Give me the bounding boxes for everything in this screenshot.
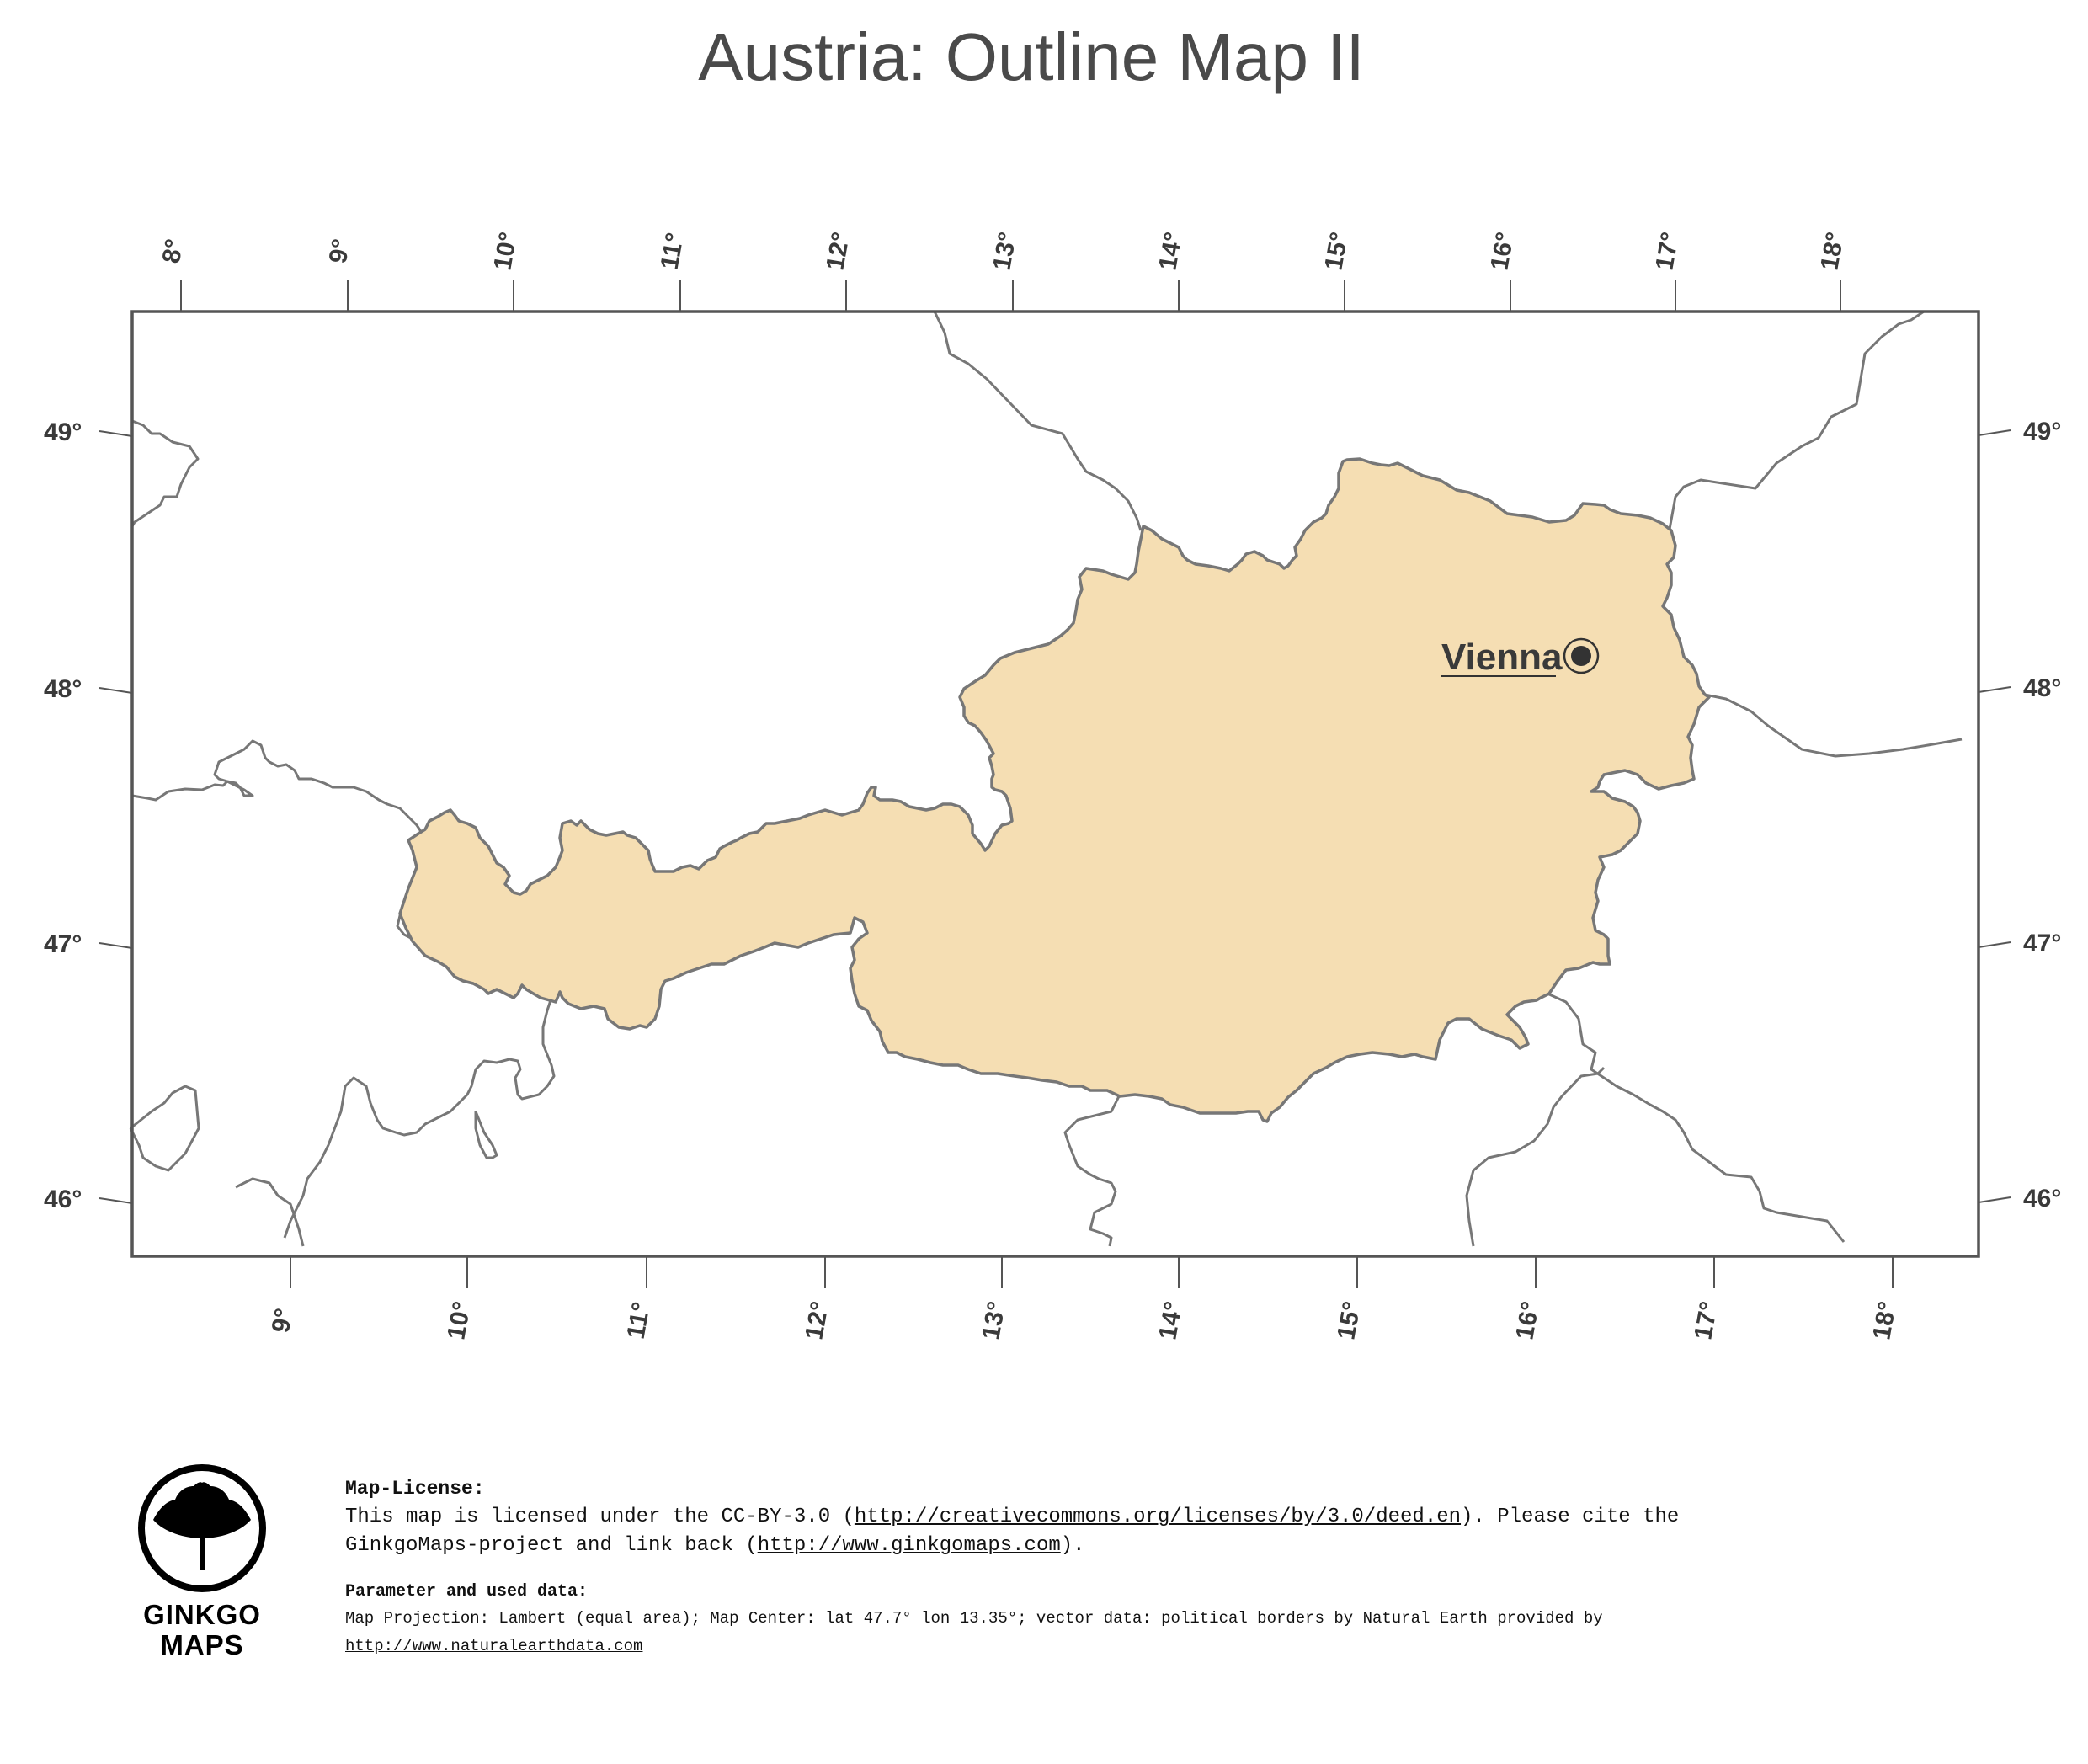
right-latitude-label: 48° [2023, 674, 2061, 702]
border-italy-slovenia [1063, 1094, 1121, 1247]
parameters-link-line: http://www.naturalearthdata.com [345, 1633, 1945, 1660]
bottom-longitude-label: 17° [1689, 1299, 1723, 1341]
logo-text-line1: GINKGO [143, 1599, 261, 1630]
border-czech-slovakia [1665, 310, 1925, 544]
border-germany-czech [933, 311, 1143, 531]
vienna-dot-icon [1571, 646, 1591, 666]
left-latitude-label: 46° [44, 1186, 82, 1213]
right-latitude-label: 47° [2023, 930, 2061, 957]
bottom-longitude-label: 13° [977, 1299, 1010, 1341]
right-tick-line [1978, 429, 2011, 436]
right-latitude-label: 46° [2023, 1185, 2061, 1212]
top-longitude-label: 18° [1815, 230, 1849, 272]
border-swiss-italy [129, 1085, 200, 1172]
left-latitude-label: 49° [44, 418, 82, 446]
logo-text-line2: MAPS [160, 1629, 244, 1660]
austria-shape [398, 457, 1711, 1123]
license-line2-suffix: ). [1060, 1534, 1085, 1557]
right-latitude-ticks: 49° 48° 47° 46° [1978, 418, 2061, 1212]
border-slovenia-hungary [1547, 992, 1846, 1243]
right-tick-line [1978, 941, 2011, 948]
left-tick-line [99, 1197, 133, 1204]
left-latitude-label: 48° [44, 675, 82, 703]
license-line1-prefix: This map is licensed under the CC-BY-3.0… [345, 1506, 855, 1528]
bottom-longitude-ticks: 9° 10° 11° 12° 13° 14° 15° 16° 17° 18° [267, 1256, 1902, 1342]
vienna-marker[interactable]: Vienna [1441, 637, 1600, 678]
left-latitude-ticks: 49° 48° 47° 46° [44, 418, 133, 1213]
border-swiss-italy-3 [283, 997, 556, 1239]
right-tick-line [1978, 1196, 2011, 1203]
vienna-label: Vienna [1441, 637, 1563, 678]
map-frame [130, 310, 1980, 1258]
border-slovakia-hungary [1704, 693, 1963, 758]
parameters-heading: Parameter and used data: [345, 1582, 589, 1601]
bottom-longitude-label: 15° [1332, 1299, 1366, 1341]
naturalearth-link[interactable]: http://www.naturalearthdata.com [345, 1637, 643, 1655]
license-line-1: This map is licensed under the CC-BY-3.0… [345, 1503, 1945, 1532]
bottom-longitude-label: 12° [800, 1299, 834, 1341]
license-heading: Map-License: [345, 1478, 485, 1500]
top-longitude-label: 12° [821, 230, 855, 272]
license-line-2: GinkgoMaps-project and link back (http:/… [345, 1532, 1945, 1560]
bottom-longitude-label: 10° [442, 1299, 476, 1341]
top-longitude-label: 9° [324, 237, 355, 265]
neighbor-borders [129, 310, 1963, 1247]
top-longitude-label: 15° [1319, 230, 1353, 272]
left-tick-line [99, 430, 133, 437]
license-line2-prefix: GinkgoMaps-project and link back ( [345, 1534, 758, 1557]
top-longitude-ticks: 8° 9° 10° 11° 12° 13° 14° 15° 16° 17° 18° [157, 230, 1850, 312]
bottom-longitude-label: 18° [1867, 1299, 1901, 1341]
bottom-longitude-label: 11° [622, 1300, 656, 1341]
left-latitude-label: 47° [44, 930, 82, 958]
top-longitude-label: 11° [656, 231, 690, 272]
border-swiss-italy-2 [235, 1177, 305, 1247]
top-longitude-label: 16° [1485, 230, 1519, 272]
parameters-text: Map Projection: Lambert (equal area); Ma… [345, 1609, 1603, 1628]
border-switzerland-germany [131, 739, 427, 839]
license-line1-suffix: ). Please cite the [1461, 1506, 1680, 1528]
ginkgo-leaf-icon [138, 1464, 266, 1592]
border-italy-austria-west [474, 1111, 498, 1159]
right-tick-line [1978, 686, 2011, 693]
border-germany-france [130, 419, 200, 527]
top-longitude-label: 8° [157, 237, 189, 265]
license-footer: Map-License: This map is licensed under … [345, 1478, 1945, 1660]
left-tick-line [99, 687, 133, 694]
vienna-ring-icon [1563, 637, 1600, 674]
bottom-longitude-label: 14° [1153, 1299, 1187, 1341]
map-title: Austria: Outline Map II [698, 19, 1364, 94]
ginkgomaps-link[interactable]: http://www.ginkgomaps.com [757, 1534, 1061, 1557]
bottom-longitude-label: 9° [267, 1306, 298, 1335]
top-longitude-label: 13° [988, 230, 1021, 272]
left-tick-line [99, 942, 133, 949]
ginkgo-maps-logo: GINKGO MAPS [135, 1461, 269, 1660]
right-latitude-label: 49° [2023, 418, 2061, 445]
border-slovenia-croatia [1465, 1066, 1606, 1247]
bottom-longitude-label: 16° [1510, 1299, 1544, 1341]
top-longitude-label: 14° [1153, 230, 1187, 272]
top-longitude-label: 17° [1650, 230, 1684, 272]
top-longitude-label: 10° [488, 230, 522, 272]
cc-license-link[interactable]: http://creativecommons.org/licenses/by/3… [854, 1506, 1462, 1528]
